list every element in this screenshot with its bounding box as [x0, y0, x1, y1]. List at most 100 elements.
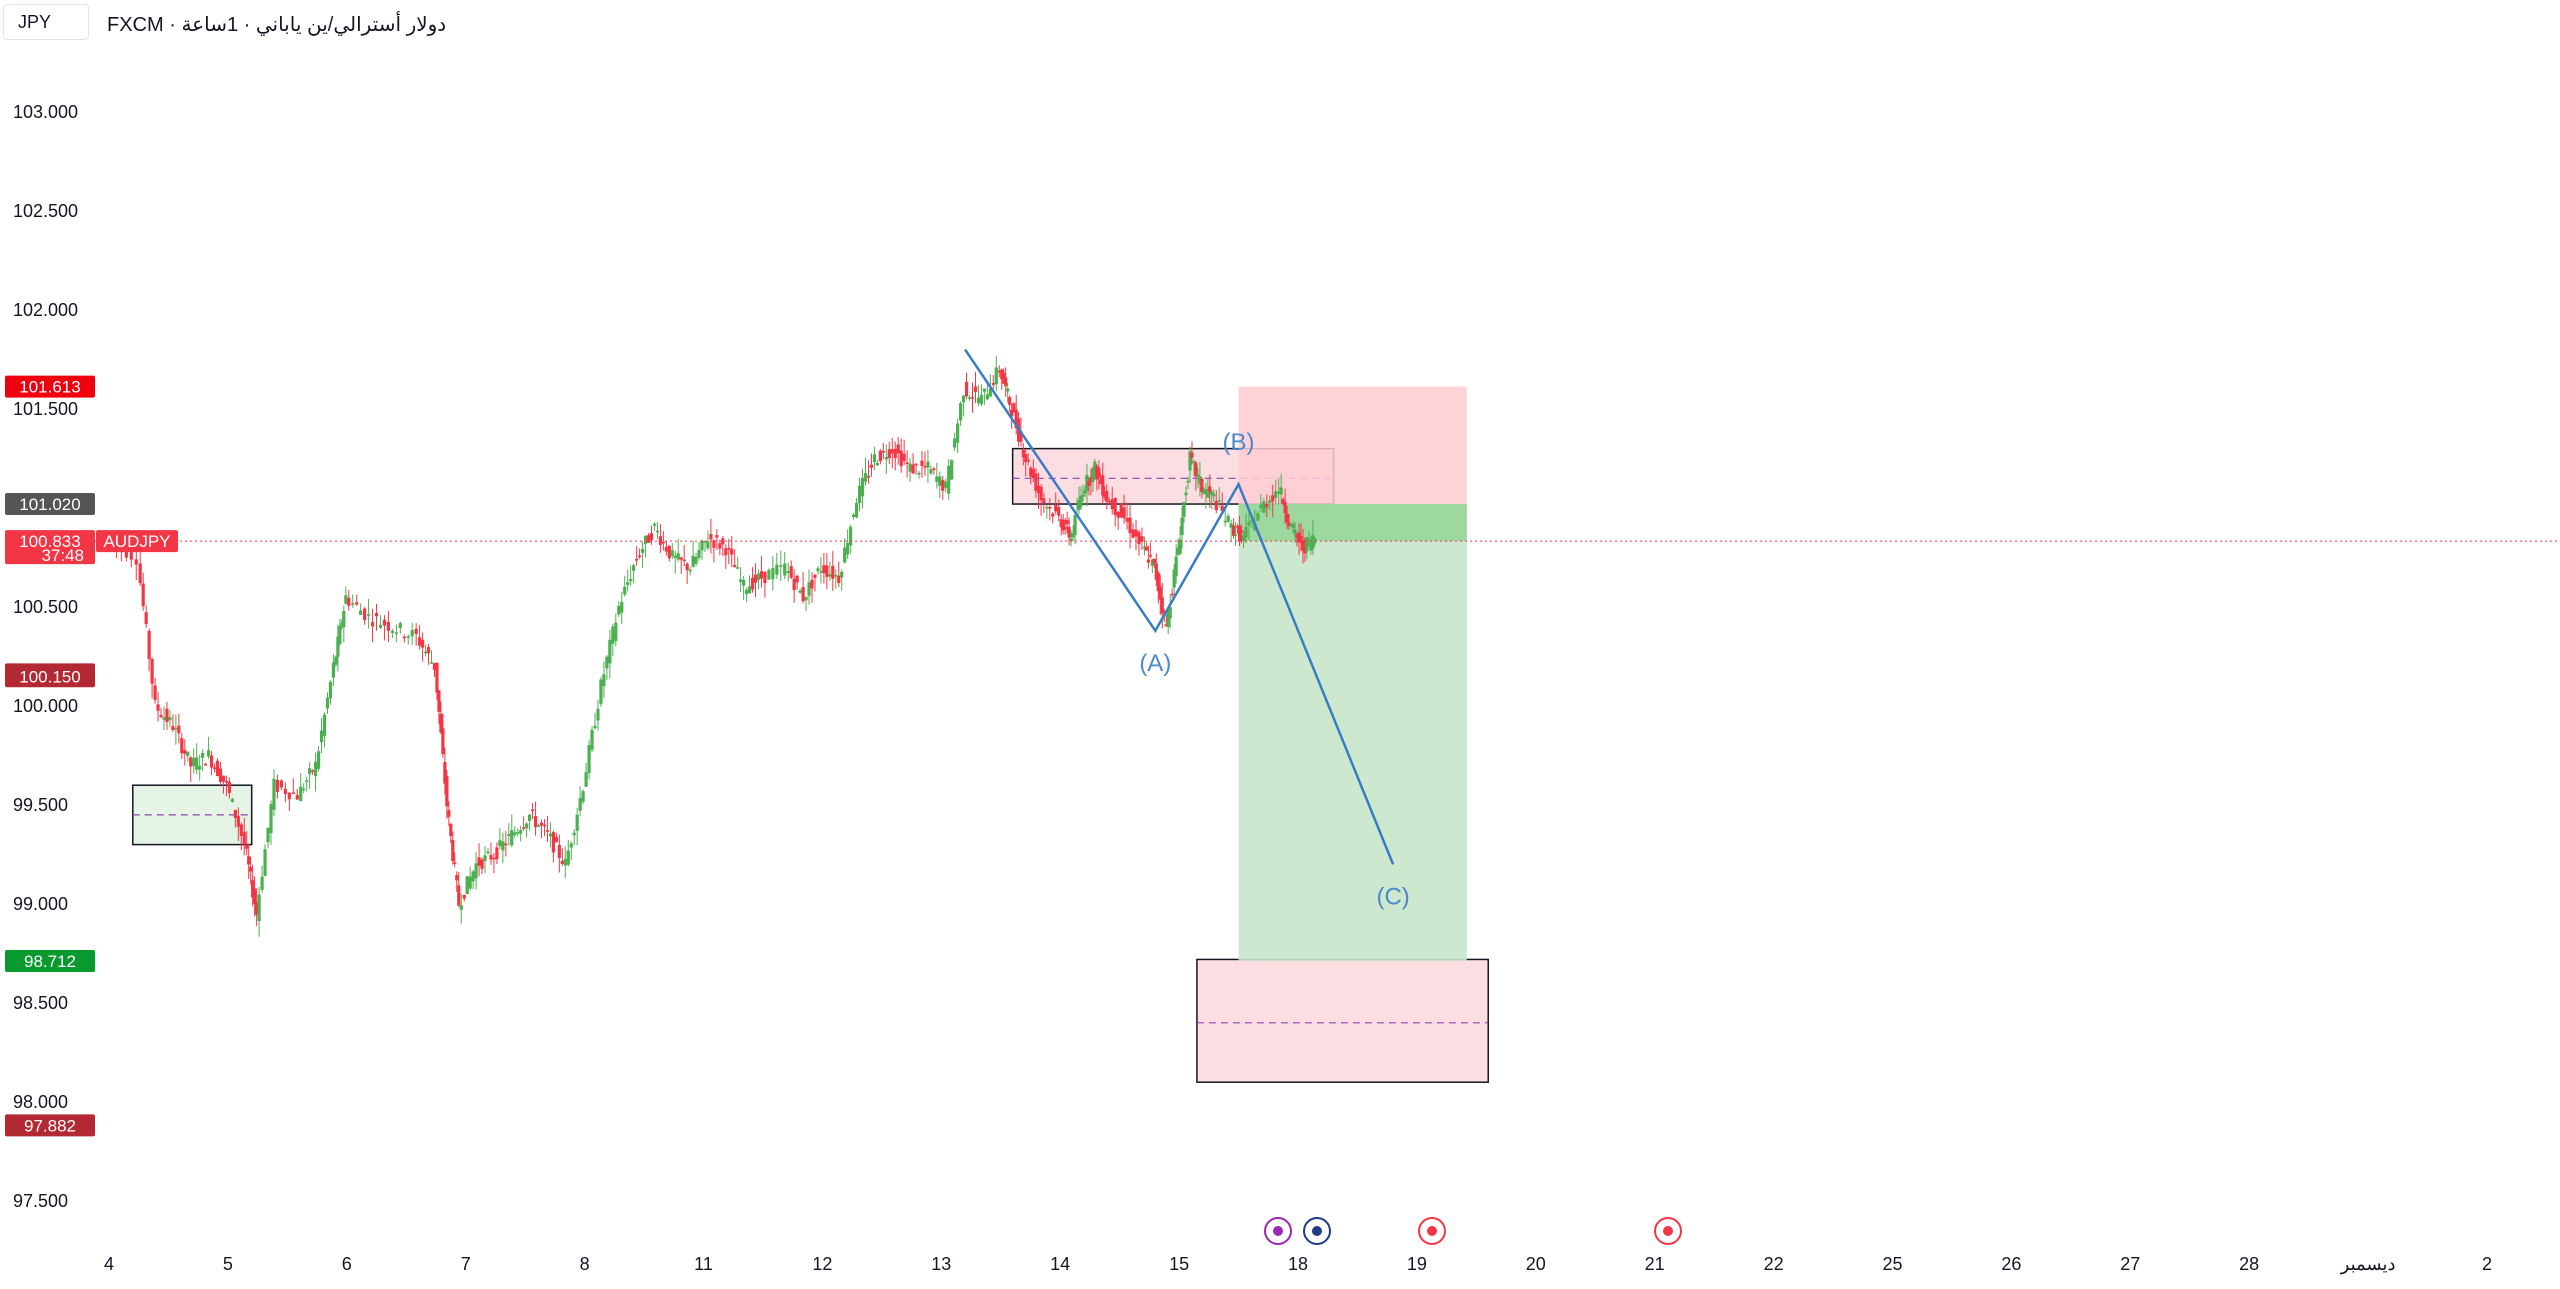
candle-body: [935, 476, 939, 482]
candle-body: [635, 559, 639, 561]
candle-body: [291, 792, 295, 794]
candle-body: [1305, 537, 1309, 552]
candle-body: [150, 658, 154, 684]
candle-body: [1285, 513, 1289, 522]
candle-body: [489, 855, 493, 860]
candle-body: [736, 567, 740, 569]
candle-body: [747, 586, 752, 594]
candle-body: [249, 866, 253, 872]
candle-body: [643, 535, 648, 544]
symbol-search-button[interactable]: JPY: [3, 4, 89, 40]
candle-body: [724, 548, 728, 556]
candle-body: [336, 636, 340, 657]
candle-body: [420, 639, 425, 648]
candle-body: [1057, 507, 1061, 516]
candle-body: [605, 656, 609, 669]
economic-event-icon[interactable]: [1418, 1217, 1446, 1245]
candle-body: [492, 857, 496, 860]
candle-body: [465, 876, 469, 895]
candle-body: [1235, 525, 1240, 528]
candle-body: [418, 637, 422, 646]
candle-body: [1180, 517, 1184, 535]
countdown-label: 37:48: [41, 546, 84, 565]
candle-body: [1223, 520, 1227, 523]
candle-body: [1307, 538, 1311, 541]
candle-body: [988, 388, 992, 397]
candle-body: [322, 714, 327, 736]
candle-body: [629, 579, 633, 582]
candle-body: [801, 587, 805, 602]
candle-body: [283, 788, 287, 795]
candle-body: [1140, 536, 1144, 542]
candle-body: [828, 574, 832, 577]
candle-body: [926, 461, 930, 468]
candle-body: [272, 778, 276, 810]
candle-body: [443, 761, 447, 784]
candle-body: [159, 715, 163, 717]
candle-body: [519, 830, 523, 834]
x-axis-tick-label: 15: [1169, 1254, 1189, 1274]
candle-body: [459, 905, 463, 910]
candle-body: [1059, 519, 1063, 528]
candle-body: [831, 565, 835, 579]
candle-body: [1128, 517, 1132, 534]
candle-body: [1105, 490, 1109, 502]
lightning-event-icon[interactable]: [1264, 1217, 1292, 1245]
candle-body: [1097, 467, 1101, 477]
candle-body: [587, 745, 591, 774]
candle-body: [863, 473, 868, 482]
x-axis-tick-label: 11: [694, 1254, 713, 1274]
economic-event-icon[interactable]: [1654, 1217, 1682, 1245]
candle-body: [1206, 492, 1210, 498]
candle-body: [530, 809, 535, 812]
x-axis-tick-label: 28: [2239, 1254, 2259, 1274]
take-profit-zone: [1238, 504, 1467, 962]
candle-body: [1247, 521, 1251, 526]
candle-body: [614, 622, 618, 641]
candle-body: [632, 565, 636, 571]
x-axis-tick-label: 25: [1882, 1254, 1902, 1274]
candle-body: [1297, 532, 1301, 543]
candle-body: [1081, 494, 1085, 497]
candle-body: [501, 841, 505, 851]
candle-body: [1036, 485, 1041, 494]
candle-body: [730, 548, 734, 555]
candle-body: [1116, 511, 1120, 518]
candle-body: [560, 860, 564, 865]
candle-body: [1277, 491, 1281, 494]
candle-body: [316, 751, 321, 769]
candle-body: [363, 608, 367, 620]
candle-body: [347, 597, 351, 606]
candle-body: [857, 485, 862, 504]
candle-body: [1087, 480, 1091, 486]
candle-body: [941, 480, 945, 491]
candle-body: [129, 548, 133, 560]
candle-body: [483, 855, 487, 862]
candle-body: [507, 834, 511, 836]
candle-body: [1134, 529, 1138, 537]
symbol-tag-label: AUDJPY: [103, 532, 170, 551]
candle-body: [667, 545, 671, 559]
price-tag-label: 101.613: [19, 378, 80, 397]
australia-flag-icon[interactable]: [1303, 1217, 1331, 1245]
candle-body: [1150, 559, 1154, 566]
candle-body: [394, 632, 398, 634]
candle-body: [575, 814, 579, 831]
chart-title: FXCM · دولار أسترالي/ين ياباني · 1ساعة: [107, 14, 447, 36]
candle-body: [406, 636, 410, 638]
candle-body: [1311, 535, 1315, 549]
candle-body: [1146, 559, 1150, 563]
candle-body: [168, 717, 172, 721]
candle-body: [1279, 487, 1283, 495]
candle-body: [819, 571, 823, 573]
candle-body: [370, 622, 375, 627]
candle-body: [1289, 524, 1293, 526]
candle-body: [279, 780, 284, 788]
candle-body: [1071, 533, 1075, 538]
symbol-short-label: JPY: [18, 12, 52, 32]
candle-body: [623, 586, 627, 595]
candle-body: [1184, 492, 1188, 496]
candle-body: [896, 444, 900, 454]
y-axis-tick-label: 97.500: [13, 1191, 68, 1211]
